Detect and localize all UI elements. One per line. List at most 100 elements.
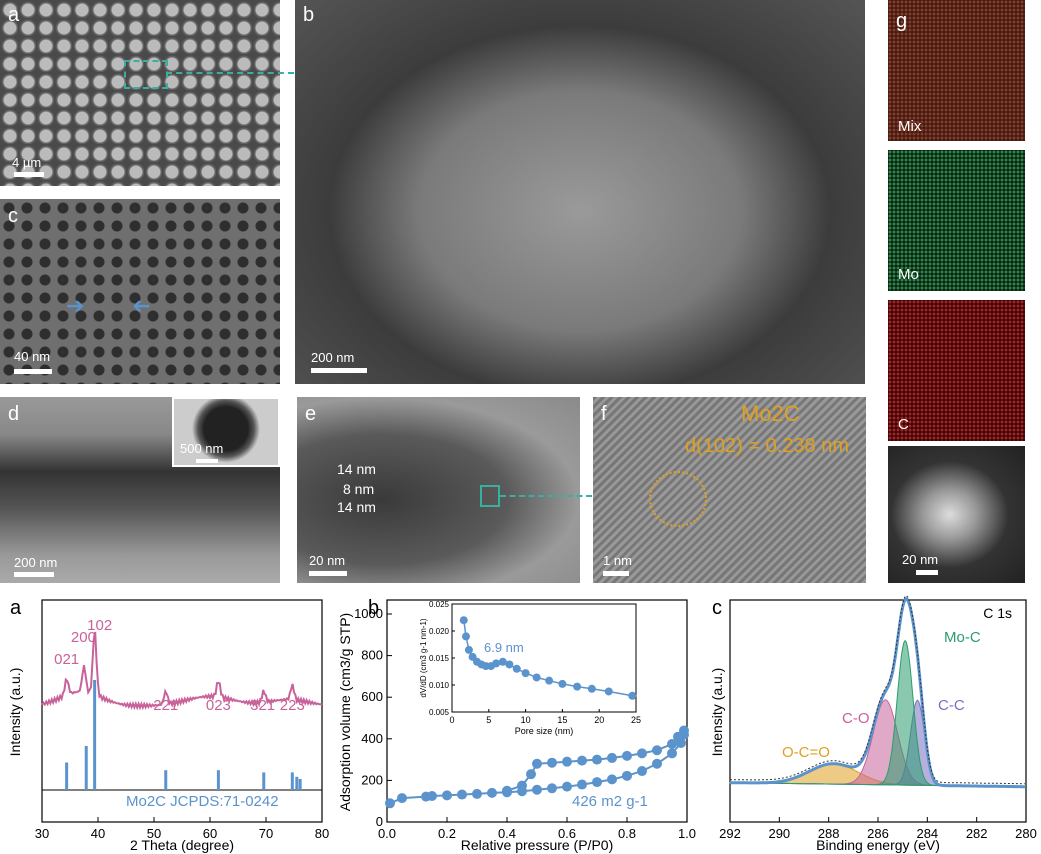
y-tick-label: 1000 <box>354 606 383 621</box>
inset-point <box>532 673 541 682</box>
inset-point <box>558 679 567 688</box>
inset-point <box>628 691 637 700</box>
zoom-box <box>124 60 168 89</box>
peak-label: O-C=O <box>782 744 830 761</box>
scale-bar <box>14 172 44 177</box>
x-tick-label: 30 <box>35 826 49 841</box>
x-tick-label: 80 <box>315 826 329 841</box>
panel-label: c <box>8 205 18 227</box>
inset-x-tick-label: 10 <box>521 715 531 725</box>
peak-labels: Mo-C C-C C-O O-C=O <box>782 629 981 761</box>
chart-xrd: a Intensity (a.u.) 2 Theta (degree) 30 40… <box>7 597 329 853</box>
map-c: C <box>888 300 1025 441</box>
lattice-circle <box>649 471 707 527</box>
dim-label-3: 14 nm <box>337 499 376 515</box>
scale-label: 20 nm <box>309 553 346 568</box>
scale-label: 20 nm <box>902 552 939 567</box>
data-point <box>637 766 647 777</box>
map-mo: Mo <box>888 150 1025 291</box>
isotherm-points <box>385 725 689 809</box>
plot-frame <box>41 599 323 823</box>
data-point <box>385 798 395 809</box>
data-point <box>622 770 632 781</box>
panel-a-sem: a 4 µm <box>0 0 280 186</box>
data-point <box>547 783 557 794</box>
inset-x-tick-label: 5 <box>486 715 491 725</box>
inset-y-tick-label: 0.015 <box>429 654 450 663</box>
scale-bar <box>14 572 54 577</box>
panel-label: a <box>8 4 20 26</box>
peak-label: 200 <box>71 629 96 646</box>
scale-bar <box>14 369 52 374</box>
data-point <box>442 790 452 801</box>
inset-x-label: Pore size (nm) <box>515 726 574 736</box>
inset-x-tick-label: 25 <box>631 715 641 725</box>
data-point <box>457 789 467 800</box>
envelope-fit <box>729 596 1025 789</box>
inset-point <box>545 676 554 685</box>
y-axis-label: Adsorption volume (cm3/g STP) <box>337 613 353 811</box>
reference-label: Mo2C JCPDS:71-0242 <box>126 793 279 810</box>
x-tick-label: 0.2 <box>438 826 456 841</box>
map-label-mix: Mix <box>898 118 922 135</box>
inset-y-label: dV/dD (cm3 g-1 nm-1) <box>419 618 428 697</box>
charts-svg: a Intensity (a.u.) 2 Theta (degree) 30 40… <box>7 595 1037 853</box>
inset-y-tick-label: 0.010 <box>429 681 450 690</box>
data-point <box>592 754 602 765</box>
x-axis-label: Binding energy (eV) <box>816 837 940 853</box>
data-point <box>592 777 602 788</box>
y-tick-label: 0 <box>376 814 383 829</box>
panel-c-sem: c ➔ ➔ 40 nm <box>0 199 280 384</box>
surface-area-label: 426 m2 g-1 <box>572 793 648 810</box>
x-tick-label: 0.6 <box>558 826 576 841</box>
inset-x-tick-label: 0 <box>449 715 454 725</box>
zoom-box <box>480 485 500 507</box>
inset-x-tick-label: 15 <box>557 715 567 725</box>
inset-point <box>492 659 501 668</box>
inset-point <box>512 664 521 673</box>
arrow-right-icon: ➔ <box>66 293 85 318</box>
zoom-connector <box>166 72 294 74</box>
peak-label: Mo-C <box>944 629 981 646</box>
inset-point <box>587 684 596 693</box>
panel-label: d <box>8 403 20 425</box>
data-point <box>532 784 542 795</box>
data-point <box>526 769 536 780</box>
data-point <box>562 781 572 792</box>
reference-lines <box>42 680 322 791</box>
panel-label: e <box>305 403 317 425</box>
panel-label-b: b <box>368 597 379 619</box>
peak-label: C-C <box>938 697 965 714</box>
peak-label: 021 <box>54 651 79 668</box>
data-point <box>502 785 512 796</box>
panel-b-sem: b 200 nm <box>295 0 865 384</box>
scale-label: 40 nm <box>14 349 51 364</box>
inset-point <box>459 616 468 625</box>
data-point <box>667 739 677 749</box>
d-spacing-label: d(102) = 0.238 nm <box>685 435 849 457</box>
data-point <box>427 791 437 801</box>
data-point <box>607 774 617 785</box>
peak-label: 102 <box>87 617 112 634</box>
xrd-pattern <box>41 631 323 711</box>
panel-e-tem: e 14 nm 8 nm 14 nm 20 nm <box>297 397 580 583</box>
panel-label-c: c <box>712 597 722 619</box>
x-tick-label: 1.0 <box>678 826 696 841</box>
y-axis-label: Intensity (a.u.) <box>7 668 23 757</box>
x-tick-label: 0.0 <box>378 826 396 841</box>
inset-scale-bar <box>196 459 218 463</box>
data-point <box>652 758 662 769</box>
chart-xps: c C 1s Intensity (a.u.) Binding energy (… <box>709 595 1037 853</box>
scale-bar <box>916 570 938 575</box>
data-point <box>667 748 677 759</box>
y-tick-label: 400 <box>361 731 383 746</box>
scale-label: 200 nm <box>311 350 355 365</box>
data-point <box>679 725 689 736</box>
plot-frame <box>386 599 688 823</box>
x-tick-label: 280 <box>1015 826 1037 841</box>
inset-y-tick-label: 0.025 <box>429 600 450 609</box>
panel-label: f <box>601 403 607 425</box>
map-label-c: C <box>898 416 909 433</box>
